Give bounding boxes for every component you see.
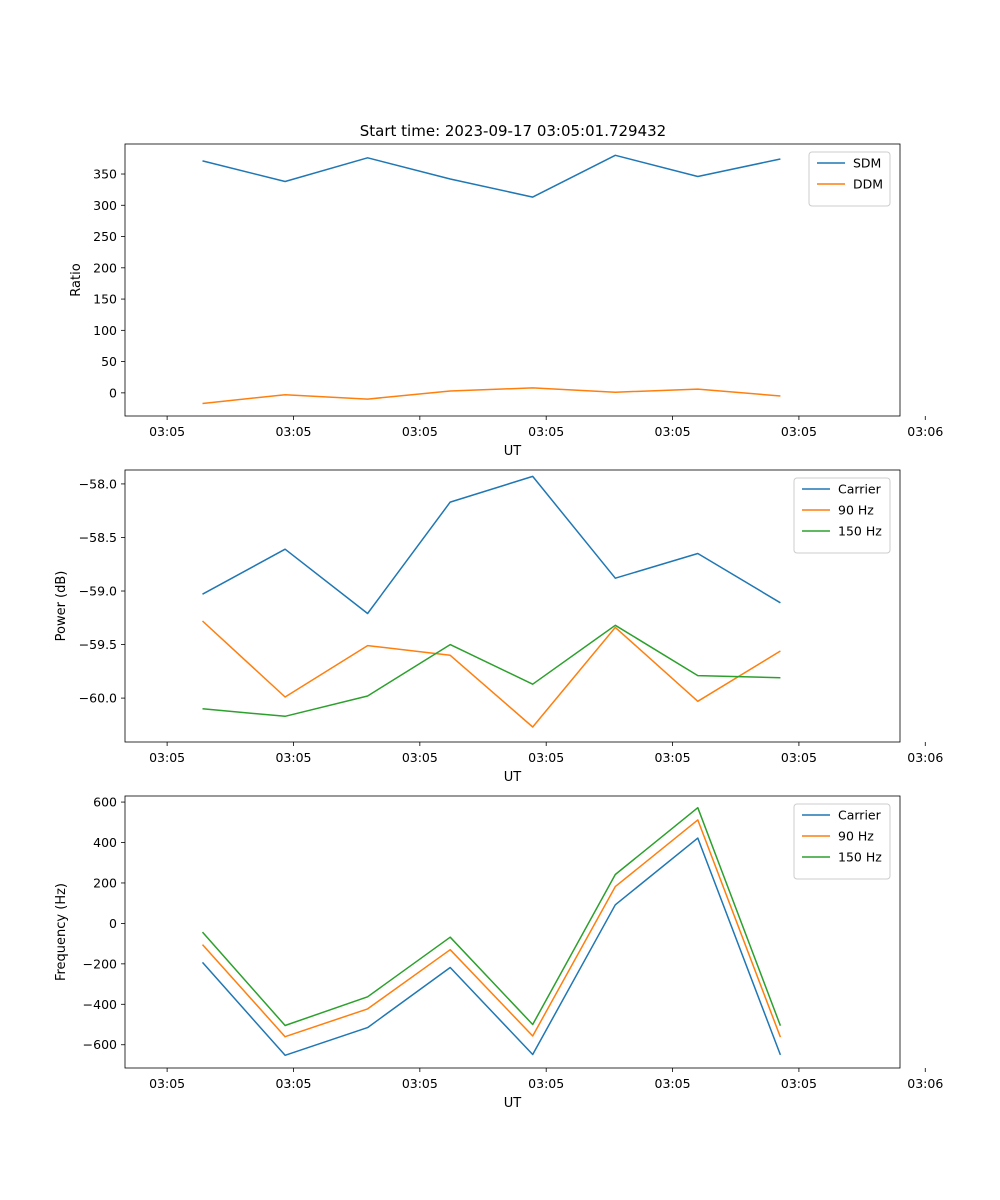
x-tick-label: 03:05 (402, 424, 438, 439)
legend-label: Carrier (838, 808, 882, 823)
x-tick-label: 03:05 (402, 1076, 438, 1091)
y-tick-label: 150 (93, 292, 117, 307)
x-tick-label: 03:05 (402, 750, 438, 765)
series-line-150-hz (202, 624, 781, 718)
x-tick-label: 03:06 (907, 424, 943, 439)
axes-frame (124, 143, 901, 417)
y-tick-label: 600 (93, 795, 117, 810)
x-tick-label: 03:06 (907, 750, 943, 765)
y-tick-label: 350 (93, 167, 117, 182)
y-tick-label: 0 (109, 385, 117, 400)
y-tick-label: 0 (109, 916, 117, 931)
x-tick-label: 03:05 (781, 750, 817, 765)
x-tick-label: 03:05 (655, 1076, 691, 1091)
y-tick-label: −60.0 (79, 691, 117, 706)
axes-frame (124, 795, 901, 1069)
y-tick-label: −58.0 (79, 476, 117, 491)
series-line-carrier (202, 475, 781, 615)
series-line-ddm (202, 387, 781, 405)
x-axis-label: UT (504, 1096, 522, 1111)
x-axis-label: UT (504, 444, 522, 459)
x-tick-label: 03:05 (275, 750, 311, 765)
series-line-sdm (202, 154, 781, 198)
x-tick-label: 03:05 (275, 424, 311, 439)
y-tick-label: 200 (93, 260, 117, 275)
x-tick-label: 03:05 (781, 424, 817, 439)
y-axis-label: Frequency (Hz) (54, 883, 69, 981)
y-axis-label: Ratio (69, 263, 84, 296)
y-tick-label: 100 (93, 323, 117, 338)
legend-label: Carrier (838, 482, 882, 497)
chart-panel-2: 03:05 03:05 03:05 03:05 03:05 03:05 03:06 −60.0… (54, 469, 943, 785)
x-tick-label: 03:05 (528, 750, 564, 765)
x-tick-label: 03:05 (655, 424, 691, 439)
x-tick-label: 03:05 (528, 1076, 564, 1091)
legend-label: 90 Hz (838, 503, 874, 518)
x-tick-label: 03:05 (275, 1076, 311, 1091)
legend-label: DDM (853, 177, 883, 192)
legend-box (808, 151, 891, 207)
series-line-150-hz (201, 806, 782, 1027)
legend-label: 90 Hz (838, 829, 874, 844)
legend-box (793, 477, 891, 554)
y-tick-label: −400 (83, 997, 117, 1012)
series-line-90-hz (201, 819, 782, 1038)
x-tick-label: 03:05 (528, 424, 564, 439)
x-tick-label: 03:05 (781, 1076, 817, 1091)
chart-panel-3: 03:05 03:05 03:05 03:05 03:05 03:05 03:06 −600 −… (54, 795, 943, 1111)
figure-title: Start time: 2023-09-17 03:05:01.729432 (360, 122, 666, 140)
legend-label: SDM (853, 156, 881, 171)
axes-frame (124, 469, 901, 743)
y-tick-label: 300 (93, 198, 117, 213)
x-axis-label: UT (504, 770, 522, 785)
y-tick-label: 250 (93, 229, 117, 244)
series-line-90-hz (201, 620, 781, 728)
x-tick-label: 03:06 (907, 1076, 943, 1091)
legend-label: 150 Hz (838, 850, 882, 865)
y-tick-label: −59.5 (79, 637, 117, 652)
y-tick-label: −200 (83, 956, 117, 971)
x-tick-label: 03:05 (655, 750, 691, 765)
legend: Carrier 90 Hz 150 Hz (793, 477, 891, 554)
x-tick-label: 03:05 (149, 424, 185, 439)
y-tick-label: 50 (101, 354, 117, 369)
y-tick-label: 200 (93, 875, 117, 890)
x-tick-label: 03:05 (149, 1076, 185, 1091)
legend-label: 150 Hz (838, 524, 882, 539)
y-axis-label: Power (dB) (54, 571, 69, 642)
legend-box (793, 803, 891, 880)
legend: SDM DDM (808, 151, 891, 207)
x-tick-label: 03:05 (149, 750, 185, 765)
y-tick-label: −600 (83, 1037, 117, 1052)
y-tick-label: 400 (93, 835, 117, 850)
legend: Carrier 90 Hz 150 Hz (793, 803, 891, 880)
series-line-carrier (201, 837, 782, 1057)
chart-panel-1: 03:05 03:05 03:05 03:05 03:05 03:05 03:06 0 50 10… (69, 143, 943, 459)
y-tick-label: −58.5 (79, 530, 117, 545)
y-tick-label: −59.0 (79, 584, 117, 599)
